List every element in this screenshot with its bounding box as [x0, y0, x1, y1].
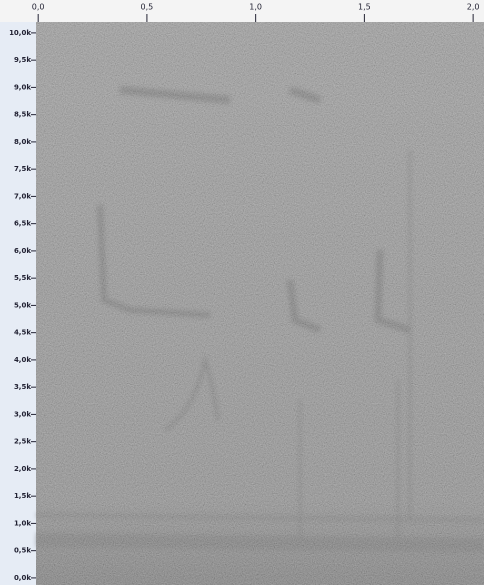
time-ruler [0, 0, 484, 22]
y-tick-label: 5,5k [14, 274, 31, 282]
x-tick-label: 2,0 [467, 3, 480, 12]
y-tick-label: 1,5k [14, 492, 31, 500]
y-tick-label: 4,5k [14, 329, 31, 337]
y-tick-label: 9,0k [14, 83, 31, 91]
y-tick-label: 10,0k [9, 29, 31, 37]
y-tick-label: 3,5k [14, 383, 31, 391]
y-tick-label: 7,5k [14, 165, 31, 173]
x-tick-label: 1,0 [249, 3, 262, 12]
frequency-ruler [0, 22, 36, 585]
y-tick-label: 4,0k [14, 356, 31, 364]
y-tick-label: 0,0k [14, 574, 31, 582]
y-tick-label: 6,5k [14, 220, 31, 228]
axes: 0,0 0,5 1,0 1,5 2,0 0,0k 0,5k 1,0k 1,5k 2,0k 2,5k 3… [9, 3, 479, 582]
y-tick-label: 6,0k [14, 247, 31, 255]
y-tick-label: 7,0k [14, 192, 31, 200]
y-tick-label: 8,5k [14, 111, 31, 119]
y-tick-label: 5,0k [14, 301, 31, 309]
y-tick-label: 3,0k [14, 410, 31, 418]
y-tick-label: 9,5k [14, 56, 31, 64]
x-tick-label: 0,5 [141, 3, 154, 12]
y-tick-label: 2,5k [14, 438, 31, 446]
x-tick-label: 1,5 [358, 3, 371, 12]
y-tick-label: 2,0k [14, 465, 31, 473]
y-tick-label: 0,5k [14, 547, 31, 555]
y-tick-label: 8,0k [14, 138, 31, 146]
spectrogram-image [35, 22, 484, 585]
y-tick-label: 1,0k [14, 519, 31, 527]
x-tick-label: 0,0 [32, 3, 45, 12]
